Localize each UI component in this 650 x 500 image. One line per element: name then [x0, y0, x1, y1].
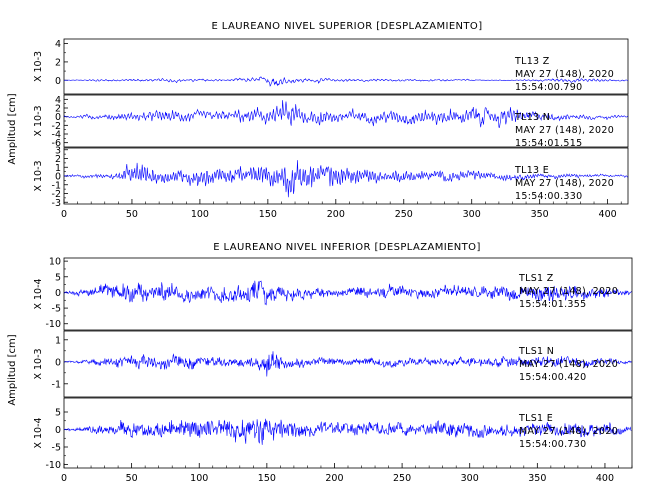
channel-time: 15:54:00.330 — [515, 191, 582, 202]
y-tick-label: 0 — [55, 76, 61, 87]
x-tick-label: 100 — [190, 473, 208, 484]
y-tick-label: 10 — [49, 257, 61, 268]
y-tick-label: 0 — [55, 112, 61, 123]
y-tick-label: 1 — [55, 163, 61, 174]
channel-time: 15:54:01.515 — [515, 138, 582, 149]
y-tick-label: -2 — [52, 189, 61, 200]
x-tick-label: 250 — [393, 473, 411, 484]
y-scale-label: X 10-3 — [33, 51, 44, 82]
panel-frame — [63, 330, 633, 398]
x-tick-label: 250 — [395, 209, 413, 220]
waveform-line — [63, 280, 632, 306]
y-tick-label: -5 — [52, 443, 61, 454]
channel-time: 15:54:01.355 — [519, 299, 586, 310]
y-tick-label: 0 — [55, 288, 61, 299]
x-tick-label: 400 — [599, 209, 617, 220]
y-tick-label: -4 — [52, 130, 61, 141]
channel-label: TL13 N — [514, 112, 550, 123]
x-tick-label: 400 — [596, 473, 614, 484]
y-tick-label: 5 — [55, 408, 61, 419]
chart-title: E LAUREANO NIVEL SUPERIOR [DESPLAZAMIENT… — [211, 21, 482, 32]
chart-title: E LAUREANO NIVEL INFERIOR [DESPLAZAMIENT… — [213, 242, 481, 253]
y-tick-label: 0 — [55, 172, 61, 183]
channel-label: TLS1 E — [518, 413, 553, 424]
y-tick-label: -1 — [52, 379, 61, 390]
channel-label: TLS1 Z — [518, 273, 554, 284]
y-tick-label: 3 — [55, 145, 61, 156]
trace-panel-2: 5 0 -5 -10 X 10-4 TLS1 E MAY 27 (148), 2020 15:… — [33, 397, 633, 471]
y-axis-label: Amplitud [cm] — [7, 93, 18, 164]
trace-panel-1: 1 0 -1 X 10-3 TLS1 N MAY 27 (148), 2020 15:54:… — [33, 330, 633, 398]
channel-date: MAY 27 (148), 2020 — [515, 178, 614, 189]
y-tick-label: -3 — [52, 198, 61, 209]
channel-time: 15:54:00.420 — [519, 372, 586, 383]
x-tick-label: 200 — [327, 209, 345, 220]
trace-panel-1: 420-2-4-6 X 10-3 TL13 N MAY 27 (148), 2020 1… — [33, 94, 629, 149]
waveform-line — [63, 160, 629, 198]
x-tick-label: 350 — [528, 473, 546, 484]
y-tick-label: -10 — [45, 460, 61, 471]
channel-date: MAY 27 (148), 2020 — [515, 125, 614, 136]
y-axis-label: Amplitud [cm] — [7, 334, 18, 405]
panel-frame — [63, 38, 629, 95]
panel-frame — [63, 257, 633, 331]
channel-time: 15:54:00.790 — [515, 82, 582, 93]
x-tick-label: 150 — [258, 473, 276, 484]
x-tick-label: 300 — [463, 209, 481, 220]
channel-label: TL13 E — [514, 165, 549, 176]
x-tick-label: 0 — [61, 209, 67, 220]
y-tick-label: -10 — [45, 319, 61, 330]
channel-date: MAY 27 (148), 2020 — [519, 426, 618, 437]
trace-panel-0: 10 5 0 -5 -10X 10-4 TLS1 Z MAY 27 (148), 2020 1… — [33, 257, 633, 331]
x-tick-label: 200 — [325, 473, 343, 484]
y-tick-label: 0 — [55, 357, 61, 368]
waveform-line — [63, 418, 632, 445]
y-tick-label: 2 — [55, 104, 61, 115]
waveform-line — [63, 76, 628, 87]
waveform-line — [63, 351, 632, 377]
y-tick-label: 4 — [55, 95, 61, 106]
y-tick-label: 1 — [55, 335, 61, 346]
x-tick-label: 300 — [461, 473, 479, 484]
y-tick-label: -2 — [52, 121, 61, 132]
y-scale-label: X 10-3 — [33, 348, 44, 379]
x-tick-label: 100 — [191, 209, 209, 220]
y-tick-label: 2 — [55, 57, 61, 68]
x-tick-label: 0 — [61, 473, 67, 484]
channel-date: MAY 27 (148), 2020 — [515, 69, 614, 80]
y-tick-label: -6 — [52, 138, 61, 149]
y-tick-label: 2 — [55, 154, 61, 165]
chart-nivel-superior: E LAUREANO NIVEL SUPERIOR [DESPLAZAMIENT… — [7, 21, 629, 220]
y-scale-label: X 10-3 — [33, 105, 44, 136]
channel-label: TL13 Z — [514, 56, 550, 67]
channel-label: TLS1 N — [518, 346, 554, 357]
x-tick-label: 50 — [126, 473, 138, 484]
trace-panel-0: 0 2 4 X 10-3 TL13 Z MAY 27 (148), 2020 15:54:0… — [33, 38, 629, 95]
y-tick-label: -5 — [52, 304, 61, 315]
y-tick-label: 0 — [55, 425, 61, 436]
channel-date: MAY 27 (148), 2020 — [519, 286, 618, 297]
x-tick-label: 150 — [259, 209, 277, 220]
y-scale-label: X 10-3 — [33, 160, 44, 191]
channel-date: MAY 27 (148), 2020 — [519, 359, 618, 370]
x-tick-label: 350 — [531, 209, 549, 220]
y-scale-label: X 10-4 — [33, 278, 44, 309]
chart-nivel-inferior: E LAUREANO NIVEL INFERIOR [DESPLAZAMIENT… — [7, 242, 633, 484]
waveform-line — [63, 100, 629, 128]
x-tick-label: 50 — [126, 209, 138, 220]
y-scale-label: X 10-4 — [33, 417, 44, 448]
y-tick-label: 5 — [55, 272, 61, 283]
y-tick-label: 4 — [55, 39, 61, 50]
channel-time: 15:54:00.730 — [519, 439, 586, 450]
y-tick-label: -1 — [52, 180, 61, 191]
